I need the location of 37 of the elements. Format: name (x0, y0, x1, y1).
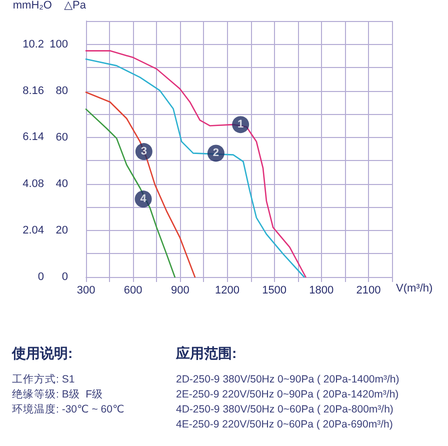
annotation: 4 (140, 193, 148, 206)
x-tick-label: 300 (76, 284, 96, 296)
text: 使用说明: (11, 345, 73, 361)
y2-tick-label: 4.08 (22, 178, 44, 190)
x-tick-label: 1500 (262, 284, 287, 296)
x-tick-label: 900 (170, 284, 190, 296)
y2-axis-title: mmH₂O (12, 0, 52, 12)
annotation: 1 (238, 118, 244, 131)
annotation: 2 (212, 147, 219, 160)
y-tick-label: 40 (56, 178, 68, 190)
x-tick-label: 1200 (214, 284, 240, 296)
y2-tick-label: 10.2 (22, 38, 44, 50)
y-tick-label: 0 (62, 271, 68, 283)
annotation: 3 (140, 146, 147, 158)
x-tick-label: 1800 (309, 284, 334, 296)
text: 应用范围: (175, 345, 237, 361)
text: 2D-250-9 380V/50Hz 0~90Pa ( 20Pa-1400m³/h) (176, 374, 400, 386)
line-series (85, 92, 196, 278)
text: 绝缘等级: B级 F级 (12, 388, 104, 400)
text: 2E-250-9 220V/50Hz 0~90Pa ( 20Pa-1420m³/h) (176, 388, 399, 400)
y-tick-label: 20 (56, 224, 68, 236)
x-axis-title: V(m³/h) (396, 282, 433, 294)
y-tick-label: 80 (56, 84, 68, 97)
text: 4D-250-9 380V/50Hz 0~60Pa ( 20Pa-800m³/h) (176, 404, 394, 416)
x-tick-label: 600 (124, 284, 142, 296)
text: 4E-250-9 220V/50Hz 0~60Pa ( 20Pa-690m³/h) (176, 418, 393, 430)
y2-tick-label: 0 (38, 271, 44, 283)
y-axis-title: △Pa (64, 0, 87, 12)
y2-tick-label: 2.04 (22, 224, 44, 236)
text: 工作方式: S1 (12, 372, 75, 386)
y-tick-label: 60 (56, 131, 68, 144)
y2-tick-label: 8.16 (22, 84, 44, 97)
text: 环境温度: -30℃ ~ 60℃ (12, 402, 124, 416)
y-tick-label: 100 (50, 38, 68, 50)
line-series (85, 108, 176, 278)
y2-tick-label: 6.14 (22, 130, 44, 143)
x-tick-label: 2100 (356, 284, 381, 296)
